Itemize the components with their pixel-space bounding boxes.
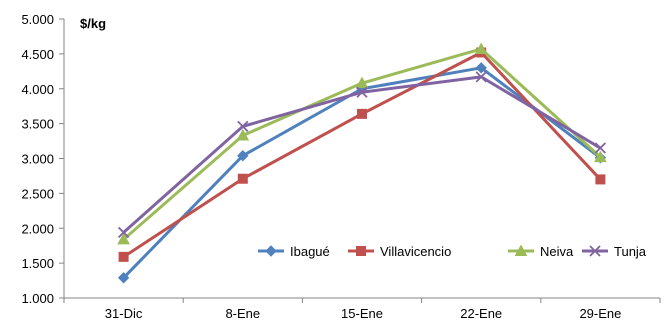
y-tick-group: 1.000 1.500 2.000 2.500 3.000 3.500 4.000 4.500… bbox=[21, 12, 64, 306]
legend: Ibagué Villavicencio Neiva Tunja bbox=[258, 244, 647, 259]
y-tick-label: 3.500 bbox=[21, 117, 54, 132]
legend-marker bbox=[356, 246, 366, 256]
data-point bbox=[357, 108, 367, 119]
legend-marker bbox=[589, 245, 601, 257]
x-tick-label: 15-Ene bbox=[341, 306, 383, 321]
unit-label: $/kg bbox=[80, 16, 106, 31]
data-point bbox=[237, 150, 249, 162]
legend-marker bbox=[514, 244, 528, 256]
x-tick-label: 8-Ene bbox=[225, 306, 260, 321]
y-tick-label: 1.500 bbox=[21, 256, 54, 271]
data-point bbox=[356, 86, 368, 98]
data-point bbox=[595, 174, 606, 185]
legend-item: Villavicencio bbox=[348, 244, 451, 259]
data-point bbox=[474, 42, 488, 54]
x-tick-group: 31-Dic 8-Ene 15-Ene 22-Ene 29-Ene bbox=[63, 298, 661, 321]
y-tick-label: 4.500 bbox=[21, 47, 54, 62]
legend-item: Tunja bbox=[582, 244, 647, 259]
y-tick-label: 5.000 bbox=[21, 12, 54, 27]
legend-label: Neiva bbox=[540, 244, 574, 259]
y-tick-label: 3.000 bbox=[21, 152, 54, 167]
data-point bbox=[117, 272, 130, 284]
legend-label: Tunja bbox=[614, 244, 647, 259]
series-tunja bbox=[117, 71, 607, 239]
x-tick-label: 22-Ene bbox=[460, 306, 502, 321]
legend-label: Villavicencio bbox=[380, 244, 451, 259]
data-point bbox=[117, 232, 130, 245]
legend-item: Neiva bbox=[508, 244, 574, 259]
data-point bbox=[237, 120, 249, 133]
legend-marker bbox=[265, 245, 277, 257]
y-tick-label: 4.000 bbox=[21, 82, 54, 97]
legend-label: Ibagué bbox=[290, 244, 330, 259]
data-point bbox=[118, 251, 129, 262]
legend-item: Ibagué bbox=[258, 244, 330, 259]
data-point bbox=[594, 142, 607, 154]
data-point bbox=[236, 128, 250, 141]
data-point bbox=[237, 173, 248, 184]
y-tick-label: 2.000 bbox=[21, 221, 54, 236]
x-tick-label: 31-Dic bbox=[105, 306, 143, 321]
series-group bbox=[117, 42, 607, 284]
x-tick-label: 29-Ene bbox=[579, 306, 621, 321]
y-tick-label: 2.500 bbox=[21, 186, 54, 201]
data-point bbox=[475, 62, 487, 74]
data-point bbox=[594, 150, 607, 163]
data-point bbox=[475, 71, 487, 83]
data-point bbox=[117, 226, 130, 239]
series-neiva bbox=[117, 42, 607, 245]
y-tick-label: 1.000 bbox=[21, 291, 54, 306]
data-point bbox=[355, 76, 369, 89]
